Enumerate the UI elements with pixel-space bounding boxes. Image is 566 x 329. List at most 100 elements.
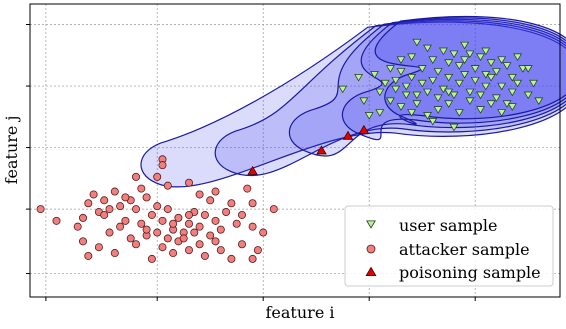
attacker-point (253, 246, 262, 255)
user-point (513, 53, 523, 62)
user-point (428, 117, 438, 126)
decision-region-5 (374, 15, 566, 125)
attacker-point (84, 199, 93, 208)
user-point (507, 74, 517, 82)
user-point (497, 109, 507, 117)
user-point (354, 74, 364, 82)
user-point (391, 76, 401, 85)
legend: user sample attacker sample poisoning sa… (344, 205, 554, 287)
user-point (423, 112, 432, 120)
poisoning-point (316, 145, 327, 155)
user-point (529, 79, 538, 88)
user-point (444, 100, 454, 108)
attacker-point (121, 193, 130, 202)
attacker-point (200, 210, 209, 219)
attacker-point (179, 234, 188, 243)
attacker-point (163, 234, 172, 243)
user-point (491, 94, 501, 103)
attacker-point (248, 254, 257, 263)
user-point (396, 68, 406, 76)
user-point (486, 59, 496, 67)
user-point (513, 79, 523, 88)
user-point (401, 82, 411, 91)
user-point (481, 82, 491, 91)
attacker-point (131, 205, 140, 214)
attacker-point (153, 202, 162, 211)
attacker-point (137, 184, 146, 193)
user-point (423, 44, 432, 53)
user-point (454, 79, 464, 88)
user-point (407, 74, 417, 82)
user-point (385, 97, 395, 105)
x-axis-label: feature i (266, 303, 335, 322)
attacker-point (116, 202, 125, 211)
attacker-point (126, 234, 135, 243)
poisoning-point (247, 165, 258, 175)
user-point (433, 106, 443, 114)
legend-marker-poisoning (365, 266, 377, 277)
attacker-point (116, 222, 125, 231)
user-point (470, 76, 480, 85)
attacker-point (195, 222, 204, 231)
attacker-point (153, 172, 162, 181)
attacker-point (227, 254, 236, 263)
user-point (454, 62, 464, 70)
user-point (401, 91, 411, 100)
attacker-point (227, 199, 236, 208)
attacker-point (169, 219, 178, 228)
legend-marker-user (366, 220, 376, 229)
data-points (36, 38, 544, 263)
attacker-point (174, 213, 183, 222)
attacker-point (190, 228, 199, 237)
attacker-point (158, 216, 167, 225)
attacker-point (158, 161, 167, 170)
user-point (481, 47, 491, 56)
user-point (380, 79, 390, 88)
attacker-point (248, 199, 257, 208)
attacker-point (52, 216, 61, 225)
attacker-point (100, 210, 109, 219)
user-point (444, 88, 454, 97)
user-point (460, 56, 470, 64)
legend-box (344, 205, 554, 287)
attacker-point (79, 213, 88, 222)
user-point (359, 97, 369, 105)
user-point (470, 65, 480, 73)
user-point (460, 71, 470, 79)
y-axis-label: feature j (2, 116, 21, 185)
attacker-point (121, 216, 130, 225)
user-point (454, 109, 464, 117)
attacker-point (158, 243, 167, 252)
user-point (444, 74, 454, 82)
user-point (396, 103, 406, 111)
attacker-point (105, 228, 114, 237)
attacker-point (142, 225, 151, 234)
attacker-point (243, 184, 252, 193)
user-point (433, 94, 443, 103)
attacker-point (131, 240, 140, 249)
user-point (449, 50, 459, 59)
user-point (476, 91, 485, 100)
user-point (407, 109, 417, 117)
attacker-point (84, 251, 93, 260)
user-point (491, 68, 501, 76)
attacker-point (206, 196, 215, 205)
user-point (364, 112, 374, 120)
user-point (534, 97, 544, 105)
attacker-point (105, 205, 114, 214)
decision-region-4 (341, 17, 566, 141)
attacker-point (200, 251, 209, 260)
attacker-point (79, 237, 88, 246)
user-point (486, 74, 496, 82)
legend-label-poisoning: poisoning sample (399, 263, 541, 282)
user-point (385, 65, 395, 73)
user-point (375, 88, 385, 97)
user-point (396, 56, 406, 64)
attacker-point (211, 237, 220, 246)
user-point (476, 106, 485, 114)
user-point (417, 65, 427, 73)
axis-ticks (26, 24, 476, 301)
legend-label-attacker: attacker sample (399, 240, 530, 259)
